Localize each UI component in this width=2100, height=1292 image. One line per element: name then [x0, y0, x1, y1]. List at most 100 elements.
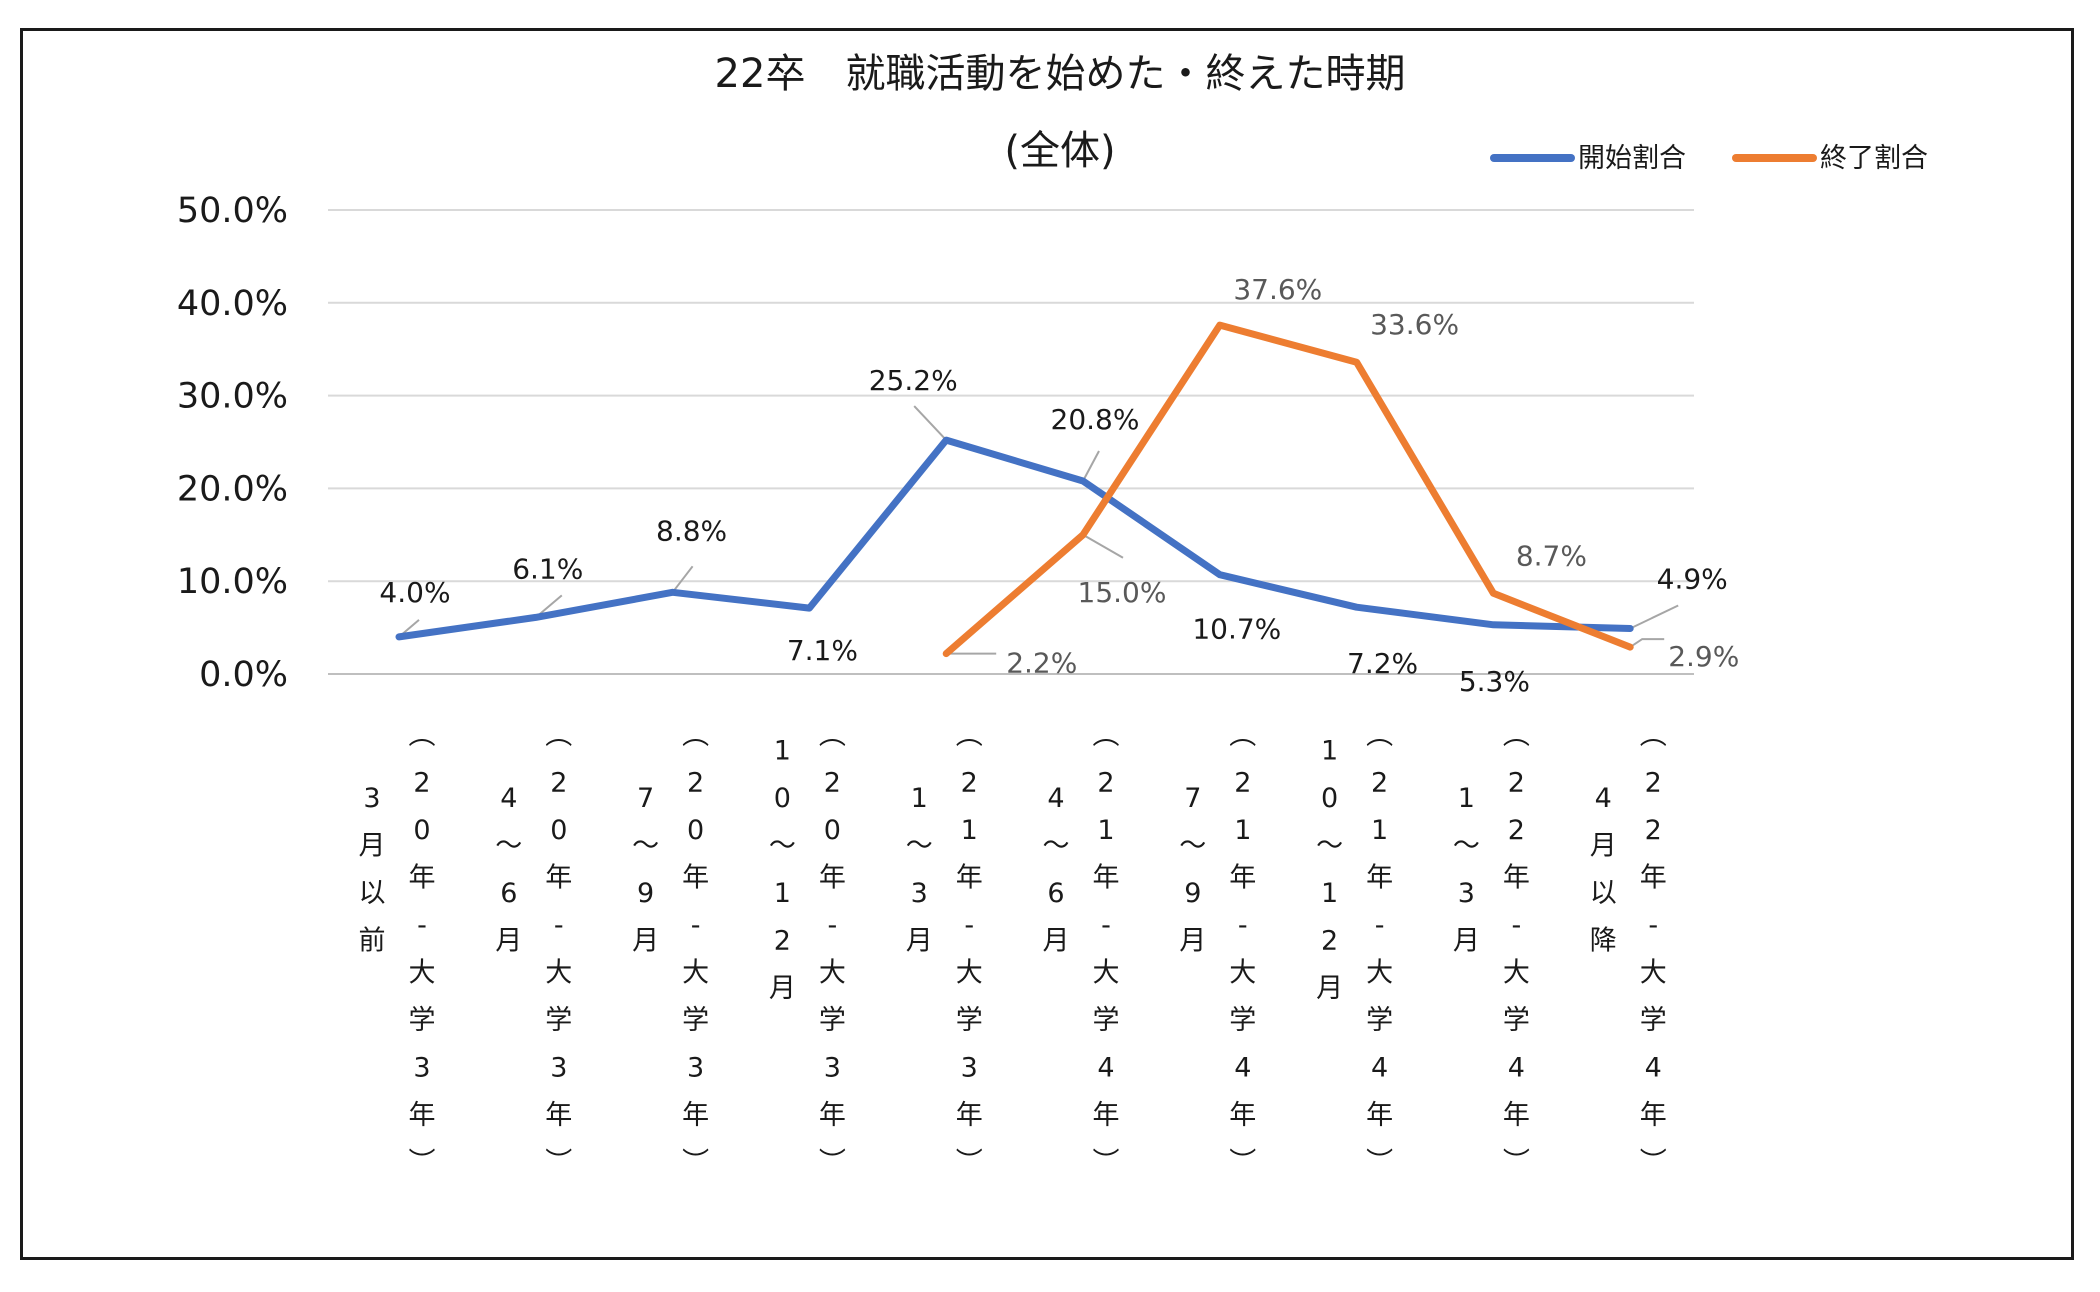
leader-line: [1082, 450, 1100, 482]
x-tick-char: 年: [1093, 863, 1120, 894]
y-tick-label: 50.0%: [177, 191, 288, 231]
x-tick-char: 大: [1503, 958, 1530, 989]
x-tick-char: 月: [906, 925, 933, 956]
x-tick-char: 年: [545, 863, 572, 894]
data-label-start: 8.8%: [656, 514, 727, 547]
x-tick-char: 学: [1366, 1005, 1393, 1036]
x-tick-char: 2: [413, 768, 430, 799]
x-tick-char: 3: [550, 1053, 567, 1084]
x-tick-char: 4: [500, 783, 517, 814]
chart-frame: [20, 28, 2074, 1260]
x-tick-char: 2: [1097, 768, 1114, 799]
x-tick-char: 大: [545, 958, 572, 989]
x-tick-char: 4: [1371, 1053, 1388, 1084]
x-tick-char: 大: [1640, 958, 1667, 989]
x-tick-label: ︵ 2 2 年 - 大学 4 年 ︶ 4 月以降: [1590, 720, 1667, 1179]
x-tick-char: 7: [1184, 783, 1201, 814]
x-tick-char: 2: [1321, 925, 1338, 956]
x-tick-char: ︶: [819, 1148, 846, 1179]
x-tick-char: 月: [1316, 973, 1343, 1004]
x-tick-char: ︵: [1503, 720, 1530, 751]
legend: 開始割合 終了割合: [1490, 143, 1928, 174]
data-label-start: 25.2%: [869, 364, 958, 397]
x-tick-char: 2: [550, 768, 567, 799]
x-tick-char: 0: [824, 815, 841, 846]
x-tick-char: 3: [363, 783, 380, 814]
label-leader-lines: [398, 405, 1679, 655]
x-tick-char: 年: [682, 863, 709, 894]
x-tick-char: 学: [545, 1005, 572, 1036]
x-tick-char: 以: [1590, 878, 1617, 909]
x-tick-char: 年: [1503, 863, 1530, 894]
x-tick-char: 月: [769, 973, 796, 1004]
x-tick-label: ︵ 2 0 年 - 大学 3 年 ︶ 7 〜 9 月: [632, 720, 709, 1179]
x-tick-char: 大: [819, 958, 846, 989]
x-tick-char: 大: [409, 958, 436, 989]
x-tick-char: 1: [774, 735, 791, 766]
x-tick-char: ︶: [682, 1148, 709, 1179]
x-tick-char: 0: [413, 815, 430, 846]
x-tick-char: ︵: [956, 720, 983, 751]
x-tick-char: ︶: [1640, 1148, 1667, 1179]
x-tick-char: 学: [956, 1005, 983, 1036]
x-tick-char: 〜: [769, 830, 796, 861]
x-tick-char: -: [828, 910, 838, 941]
leader-line: [1629, 604, 1679, 630]
x-tick-label: ︵ 2 0 年 - 大学 3 年 ︶ 1 0 〜 1 2 月: [769, 720, 846, 1179]
x-tick-char: 0: [687, 815, 704, 846]
y-tick-label: 0.0%: [199, 655, 288, 695]
x-tick-char: 2: [1371, 768, 1388, 799]
x-tick-char: ︵: [409, 720, 436, 751]
x-tick-char: 月: [632, 925, 659, 956]
x-tick-char: 年: [1093, 1100, 1120, 1131]
x-tick-char: -: [554, 910, 564, 941]
leader-line: [1082, 533, 1124, 559]
x-tick-char: 1: [1371, 815, 1388, 846]
x-tick-char: ︵: [1093, 720, 1120, 751]
series-lines: [395, 321, 1634, 658]
legend-label-end: 終了割合: [1820, 143, 1928, 174]
x-tick-char: 0: [1321, 783, 1338, 814]
x-tick-char: 年: [1229, 863, 1256, 894]
x-tick-char: 学: [409, 1005, 436, 1036]
leader-line: [1629, 638, 1665, 648]
x-tick-char: -: [964, 910, 974, 941]
data-label-start: 6.1%: [512, 552, 583, 585]
x-tick-char: 1: [911, 783, 928, 814]
x-tick-char: ︶: [1366, 1148, 1393, 1179]
x-tick-char: 以: [359, 878, 386, 909]
x-tick-char: -: [1512, 910, 1522, 941]
x-tick-char: 〜: [1316, 830, 1343, 861]
x-tick-char: 2: [774, 925, 791, 956]
x-tick-char: -: [1375, 910, 1385, 941]
x-axis-labels: ︵20年-大学3年︶3月以前︵20年-大学3年︶4〜6月︵20年-大学3年︶7〜…: [359, 720, 1667, 1179]
x-tick-char: 〜: [495, 830, 522, 861]
x-tick-char: ︵: [1366, 720, 1393, 751]
x-tick-char: 7: [637, 783, 654, 814]
x-tick-char: ︵: [1640, 720, 1667, 751]
x-tick-char: 学: [1093, 1005, 1120, 1036]
series-line-end: [942, 321, 1634, 658]
x-tick-char: 〜: [632, 830, 659, 861]
x-tick-char: 1: [961, 815, 978, 846]
x-tick-char: 〜: [1179, 830, 1206, 861]
chart-title: 22卒 就職活動を始めた・終えた時期: [715, 51, 1406, 97]
x-tick-char: 〜: [906, 830, 933, 861]
x-tick-char: 6: [500, 878, 517, 909]
x-tick-char: 4: [1234, 1053, 1251, 1084]
x-tick-char: 0: [774, 783, 791, 814]
x-tick-char: -: [1648, 910, 1658, 941]
gridlines: [328, 209, 1694, 675]
x-tick-char: 〜: [1453, 830, 1480, 861]
x-tick-char: 月: [1043, 925, 1070, 956]
x-tick-char: -: [417, 910, 427, 941]
x-tick-char: 学: [1229, 1005, 1256, 1036]
y-tick-label: 10.0%: [177, 562, 288, 602]
x-tick-char: 6: [1047, 878, 1064, 909]
y-tick-label: 40.0%: [177, 284, 288, 324]
x-tick-label: ︵ 2 0 年 - 大学 3 年 ︶ 4 〜 6 月: [495, 720, 572, 1179]
x-tick-char: 年: [1366, 863, 1393, 894]
x-tick-char: 年: [1640, 863, 1667, 894]
